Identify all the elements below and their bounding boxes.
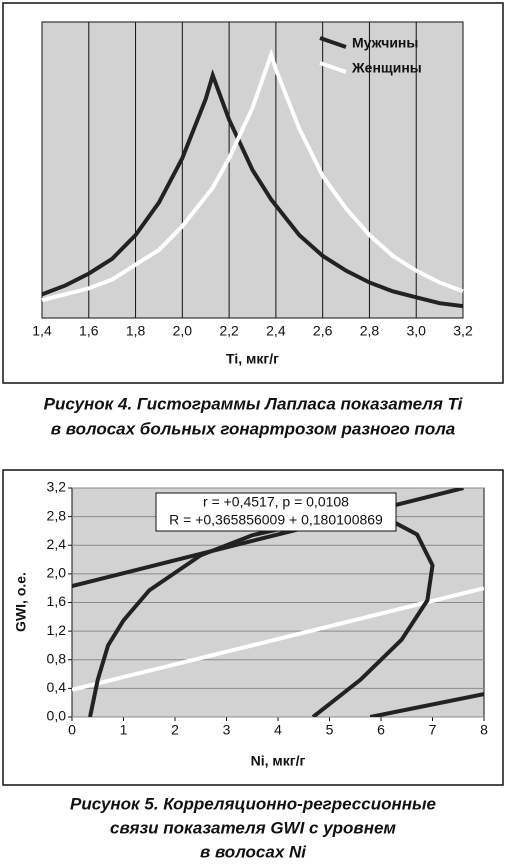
y-tick-label: 0,0 xyxy=(47,708,67,724)
data-line xyxy=(41,48,464,303)
figure-frame xyxy=(2,2,504,384)
legend-swatch xyxy=(319,36,347,49)
x-tick-label: 3,0 xyxy=(406,323,426,339)
y-tick-label: 2,0 xyxy=(47,565,67,581)
x-tick-label: 0 xyxy=(68,722,76,738)
y-axis-label: GWI, о.е. xyxy=(13,572,29,632)
annotation: R = +0,365856009 + 0,180100869 xyxy=(169,512,383,528)
x-tick-label: 8 xyxy=(480,722,488,738)
x-tick-label: 1,4 xyxy=(32,323,52,339)
data-line xyxy=(369,692,484,717)
figure-frame xyxy=(2,469,504,786)
caption: в волосах больных гонартрозом разного по… xyxy=(51,419,455,438)
y-tick-label: 3,2 xyxy=(47,479,67,495)
legend-label: Мужчины xyxy=(352,35,418,51)
x-tick-label: 4 xyxy=(274,722,282,738)
caption: в волосах Ni xyxy=(200,842,307,861)
x-axis-label: Ti, мкг/г xyxy=(226,351,279,367)
annotation: r = +0,4517, p = 0,0108 xyxy=(203,494,349,510)
data-line xyxy=(72,488,464,588)
caption: связи показателя GWI с уровнем xyxy=(110,818,396,837)
x-tick-label: 6 xyxy=(377,722,385,738)
x-tick-label: 2,8 xyxy=(360,323,380,339)
caption: Рисунок 4. Гистограммы Лапласа показател… xyxy=(44,394,464,413)
x-tick-label: 1,6 xyxy=(79,323,99,339)
y-tick-label: 2,8 xyxy=(47,507,67,523)
legend-swatch xyxy=(319,61,347,74)
y-tick-label: 1,6 xyxy=(47,593,67,609)
annotation-box xyxy=(155,492,397,532)
x-tick-label: 2,0 xyxy=(173,323,193,339)
x-axis-label: Ni, мкг/г xyxy=(251,753,306,769)
y-tick-label: 0,8 xyxy=(47,650,67,666)
data-line xyxy=(41,68,464,309)
x-tick-label: 1 xyxy=(120,722,128,738)
data-line xyxy=(72,586,484,692)
x-tick-label: 1,8 xyxy=(126,323,146,339)
legend-label: Женщины xyxy=(351,60,422,76)
x-tick-label: 5 xyxy=(326,722,334,738)
x-tick-label: 2,4 xyxy=(266,323,286,339)
x-tick-label: 3 xyxy=(223,722,231,738)
x-tick-label: 3,2 xyxy=(453,323,473,339)
x-tick-label: 2 xyxy=(171,722,179,738)
y-tick-label: 1,2 xyxy=(47,622,67,638)
x-tick-label: 7 xyxy=(429,722,437,738)
x-tick-label: 2,6 xyxy=(313,323,333,339)
y-tick-label: 0,4 xyxy=(47,679,67,695)
caption: Рисунок 5. Корреляционно-регрессионные xyxy=(70,794,436,813)
y-tick-label: 2,4 xyxy=(47,536,67,552)
x-tick-label: 2,2 xyxy=(219,323,239,339)
